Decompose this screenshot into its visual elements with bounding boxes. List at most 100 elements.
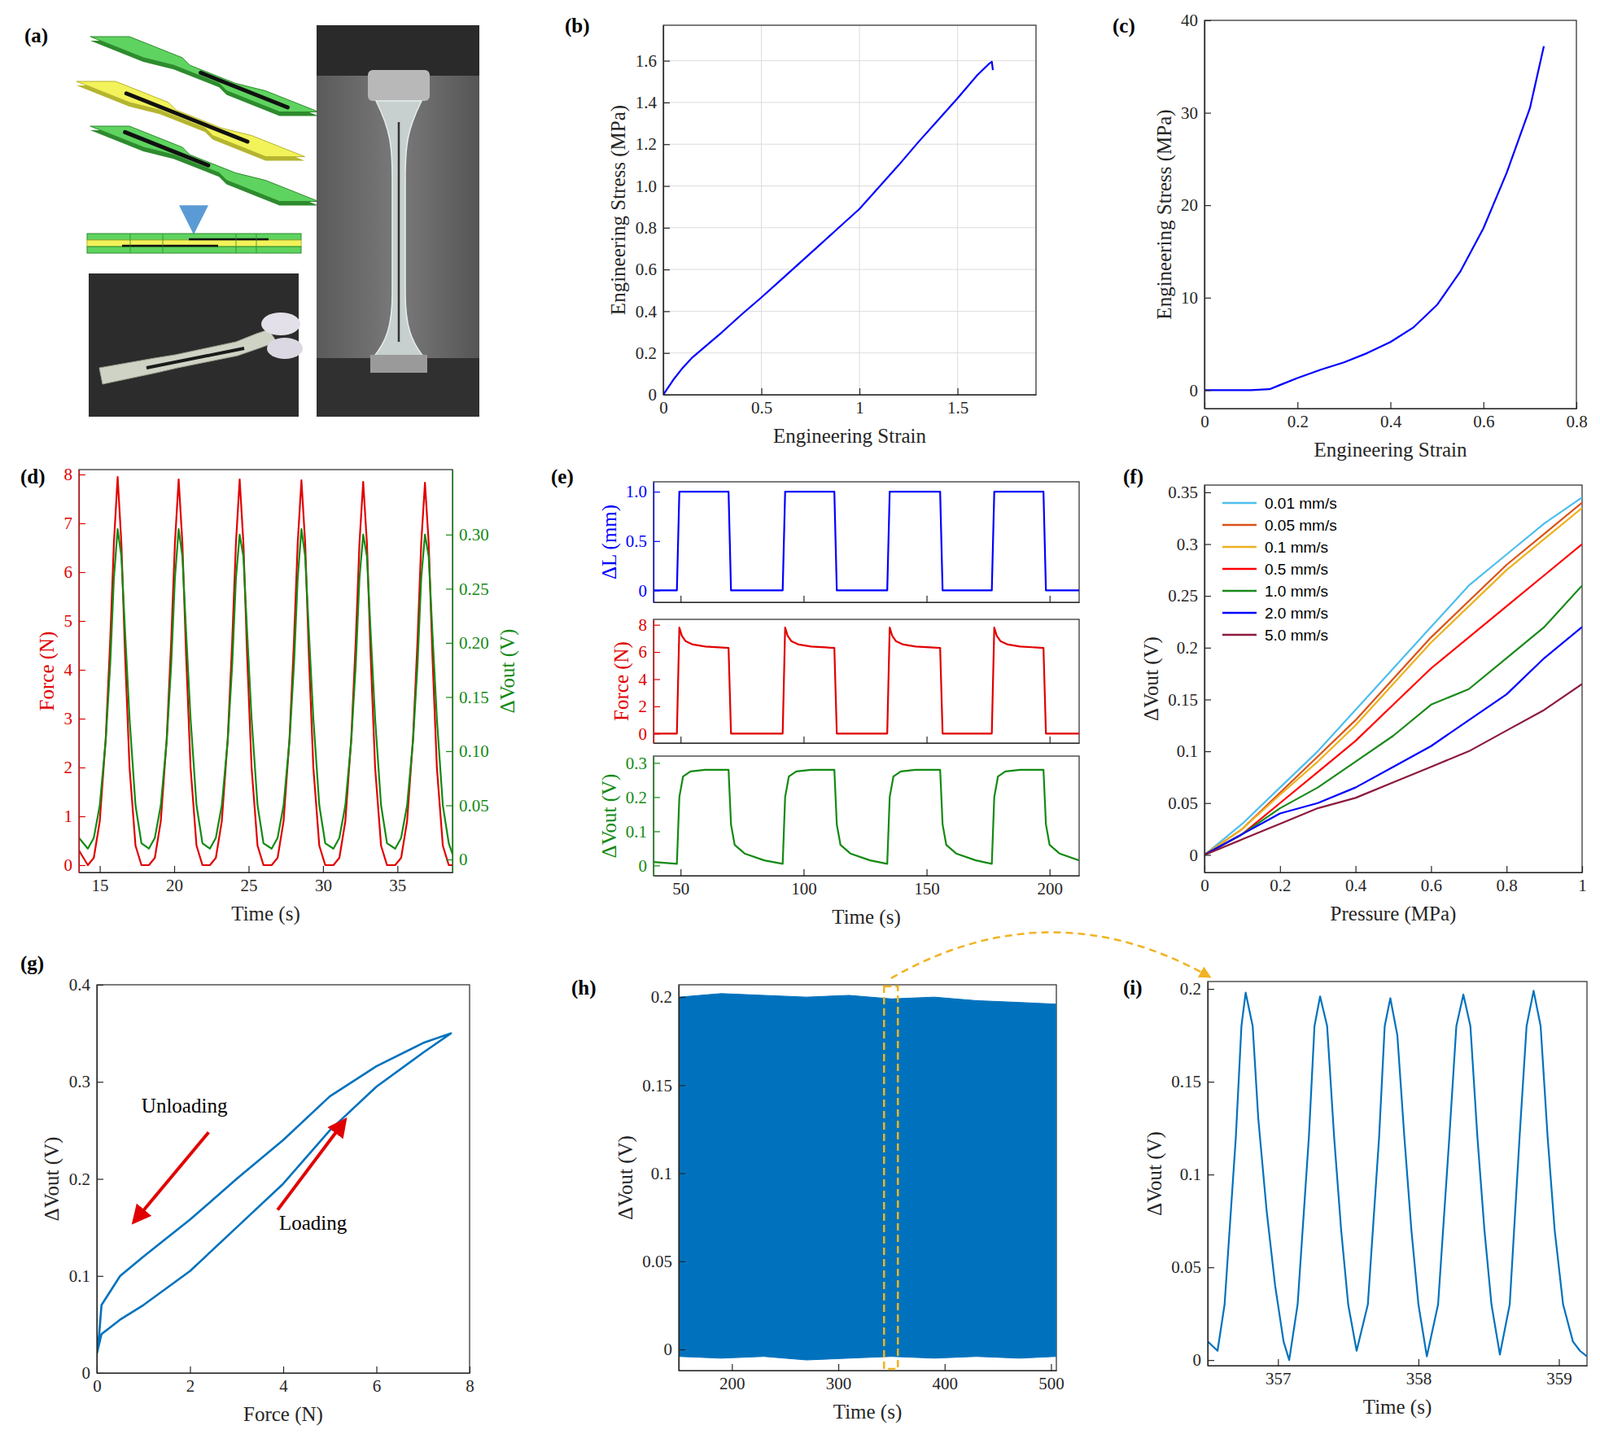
- tick: 3: [64, 708, 87, 729]
- axis-title: ΔVout (V): [614, 1135, 638, 1220]
- tick-label: 358: [1406, 1368, 1433, 1389]
- axis-line: [78, 470, 80, 874]
- tick: 0.35: [1167, 482, 1211, 503]
- legend: 0.01 mm/s0.05 mm/s0.1 mm/s0.5 mm/s1.0 mm…: [1222, 494, 1338, 644]
- tick: 8: [465, 1366, 475, 1396]
- data-line: [653, 769, 1080, 865]
- tick: 0: [1189, 380, 1212, 401]
- tick-mark: [653, 541, 661, 543]
- tick: 0.2: [69, 1169, 104, 1190]
- tick-label: 0.2: [1269, 875, 1291, 896]
- tick-mark: [653, 796, 661, 798]
- tick-label: 0.2: [1176, 638, 1198, 658]
- tick-mark: [944, 1363, 946, 1371]
- tick: 0: [638, 856, 661, 876]
- tick: 0.4: [69, 974, 104, 995]
- tick-label: 0.15: [459, 687, 490, 708]
- axis-title: Force (N): [243, 1403, 324, 1426]
- axis-title: Time (s): [1363, 1395, 1433, 1419]
- tick: 0.1: [1180, 1164, 1215, 1185]
- tick: 0: [82, 1363, 105, 1383]
- tick: 4: [279, 1366, 289, 1396]
- bottom-axis: [654, 595, 1080, 604]
- tick-label: 35: [389, 875, 407, 896]
- tick-label: 0: [638, 724, 648, 744]
- data-line: [653, 491, 1080, 591]
- tick-mark: [78, 620, 86, 622]
- tick: 0.15: [1167, 690, 1211, 710]
- tick-mark: [248, 865, 250, 873]
- panel-label: (c): [1112, 14, 1136, 38]
- tick: 0.1: [651, 1163, 686, 1184]
- data-line: [1204, 585, 1583, 855]
- tick: 300: [826, 1363, 853, 1394]
- left-axis: 012345678: [64, 464, 87, 875]
- axis-line: [663, 26, 665, 396]
- tick: 1.4: [635, 92, 670, 113]
- grid-line: [663, 185, 1037, 187]
- tick: 0: [638, 724, 661, 744]
- tick: 2: [64, 757, 87, 778]
- tick: 0.6: [1420, 865, 1443, 896]
- tick-mark: [445, 642, 453, 644]
- plot-frame: [96, 984, 470, 1373]
- tick-label: 400: [932, 1373, 959, 1394]
- tick: 2: [186, 1366, 196, 1396]
- tick-mark: [375, 1366, 377, 1373]
- tick-label: 6: [638, 642, 648, 662]
- tick-label: 500: [1038, 1373, 1065, 1394]
- tick-label: 0.4: [69, 974, 92, 995]
- tick-label: 4: [279, 1376, 289, 1396]
- tick-label: 15: [91, 875, 110, 896]
- marks: [96, 1033, 451, 1355]
- tick: [680, 595, 682, 603]
- laminate: [87, 246, 302, 254]
- tick-mark: [1483, 402, 1485, 409]
- tick-label: 0.5: [751, 397, 773, 418]
- schematic: [76, 25, 480, 417]
- tick-mark: [1277, 1359, 1279, 1366]
- tick-label: 20: [1180, 195, 1198, 215]
- left-axis: 02468: [638, 615, 661, 744]
- tick-mark: [1204, 647, 1211, 649]
- tick-label: 0.3: [1176, 534, 1198, 555]
- tick: 0.4: [1345, 865, 1368, 896]
- axis-line: [1204, 485, 1206, 874]
- tick: 0.4: [1380, 402, 1403, 432]
- axis-title: Force (N): [610, 641, 634, 722]
- tick: 1: [1578, 865, 1587, 896]
- tick-label: 357: [1265, 1368, 1292, 1389]
- tick-label: 0: [92, 1376, 102, 1396]
- bottom-axis: 200300400500: [679, 1363, 1065, 1394]
- tick: [1049, 736, 1051, 744]
- legend-entry: 2.0 mm/s: [1264, 604, 1329, 622]
- tick-label: 0.8: [1496, 875, 1518, 896]
- tick: 0.3: [69, 1071, 104, 1092]
- panel: 20030040050000.050.10.150.2ΔVout (V)Time…: [614, 931, 1210, 1424]
- photo-glove: [266, 337, 303, 359]
- tick-label: 0.15: [642, 1075, 673, 1096]
- marks: [653, 627, 1080, 734]
- tick: 0.25: [1167, 585, 1211, 606]
- axis-line: [654, 743, 1080, 744]
- left-axis: 00.050.10.150.2: [642, 985, 686, 1372]
- axis-title: ΔVout (V): [1143, 1131, 1167, 1216]
- tick-label: 0.10: [459, 741, 490, 761]
- grid: [663, 25, 1037, 395]
- data-line: [78, 476, 453, 866]
- axis-line: [1205, 872, 1583, 874]
- plot-frame: [678, 984, 1057, 1371]
- tick-mark: [1207, 1267, 1215, 1268]
- tick-label: 1.4: [635, 92, 658, 113]
- tick-label: 0.2: [635, 343, 657, 363]
- panel: 00.511.500.20.40.60.81.01.21.41.6Enginee…: [607, 25, 1037, 447]
- axis-title: Engineering Strain: [773, 424, 927, 447]
- tick: 2: [638, 696, 661, 717]
- tick-mark: [926, 595, 927, 603]
- tick-label: 3: [64, 708, 74, 729]
- axis-title: ΔVout (V): [496, 629, 520, 714]
- photo: [316, 25, 480, 417]
- tick-mark: [1049, 869, 1051, 876]
- tick-label: 100: [791, 878, 818, 899]
- tick-label: 0.35: [1167, 482, 1198, 503]
